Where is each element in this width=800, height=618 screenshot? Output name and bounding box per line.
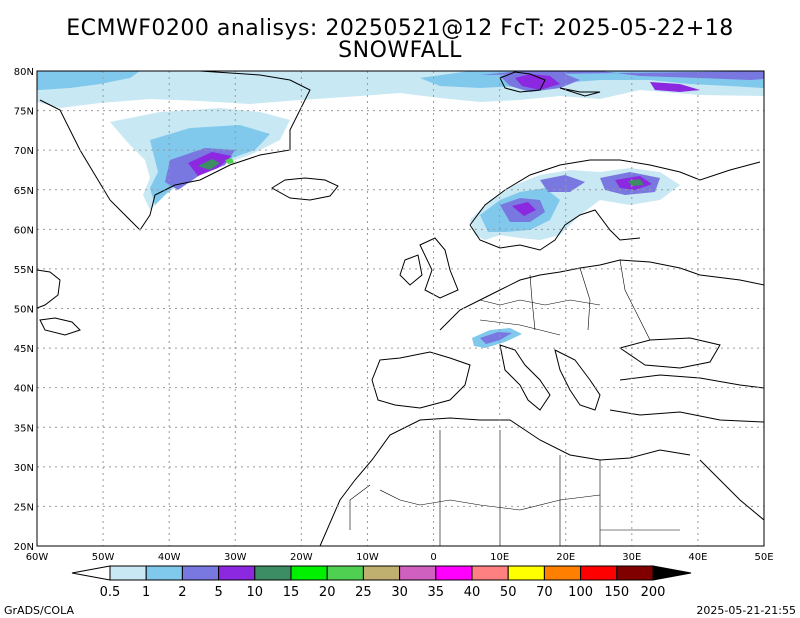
colorbar-label: 30 bbox=[391, 585, 408, 600]
lon-tick-label: 40E bbox=[688, 552, 707, 563]
grid-lines bbox=[37, 71, 764, 546]
colorbar-label: 35 bbox=[428, 585, 445, 600]
colorbar-swatch bbox=[145, 565, 183, 581]
colorbar-label: 70 bbox=[536, 585, 553, 600]
lon-tick-label: 50E bbox=[754, 552, 773, 563]
lon-tick-label: 30W bbox=[224, 552, 247, 563]
lat-tick-label: 80N bbox=[14, 67, 34, 78]
colorbar-swatch bbox=[471, 565, 509, 581]
country-borders bbox=[349, 259, 680, 546]
lon-tick-label: 20E bbox=[556, 552, 575, 563]
colorbar-label: 25 bbox=[355, 585, 372, 600]
colorbar-swatch bbox=[399, 565, 437, 581]
colorbar-label: 5 bbox=[214, 585, 222, 600]
colorbar-swatch bbox=[435, 565, 473, 581]
lat-tick-label: 60N bbox=[14, 225, 34, 236]
latitude-labels: 80N 75N 70N 65N 60N 55N 50N 45N 40N 35N 30N 25N 20N bbox=[14, 67, 34, 553]
longitude-labels: 60W 50W 40W 30W 20W 10W 0 10E 20E 30E 40E 50E bbox=[26, 552, 774, 563]
lat-tick-label: 75N bbox=[14, 107, 34, 118]
lon-tick-label: 10W bbox=[356, 552, 379, 563]
colorbar-over-arrow bbox=[652, 565, 692, 581]
colorbar-swatch bbox=[254, 565, 292, 581]
lat-tick-label: 35N bbox=[14, 423, 34, 434]
colorbar-label: 100 bbox=[568, 585, 593, 600]
lon-tick-label: 30E bbox=[622, 552, 641, 563]
lat-tick-label: 45N bbox=[14, 344, 34, 355]
colorbar: 0.5 1 2 5 10 15 20 25 30 35 40 50 70 100 150 200 bbox=[71, 565, 692, 600]
colorbar-swatch bbox=[326, 565, 364, 581]
colorbar-swatch bbox=[507, 565, 545, 581]
lat-tick-label: 50N bbox=[14, 305, 34, 316]
lat-tick-label: 40N bbox=[14, 384, 34, 395]
colorbar-label: 150 bbox=[604, 585, 629, 600]
colorbar-label: 40 bbox=[464, 585, 481, 600]
colorbar-label: 1 bbox=[142, 585, 150, 600]
map-frame bbox=[36, 70, 765, 547]
map-title: ECMWF0200 analisys: 20250521@12 FcT: 202… bbox=[66, 16, 734, 41]
map-subtitle: SNOWFALL bbox=[338, 38, 462, 63]
footer-credit: GrADS/COLA bbox=[4, 604, 74, 617]
colorbar-under-arrow bbox=[71, 565, 111, 581]
lon-tick-label: 40W bbox=[158, 552, 181, 563]
colorbar-swatch bbox=[580, 565, 618, 581]
colorbar-swatch bbox=[616, 565, 654, 581]
colorbar-swatch bbox=[181, 565, 220, 581]
colorbar-label: 10 bbox=[247, 585, 264, 600]
colorbar-label: 0.5 bbox=[100, 585, 121, 600]
colorbar-label: 20 bbox=[319, 585, 336, 600]
snowfall-shading bbox=[37, 71, 764, 348]
footer-timestamp: 2025-05-21-21:55 bbox=[696, 604, 796, 617]
lon-tick-label: 60W bbox=[26, 552, 49, 563]
colorbar-label: 15 bbox=[283, 585, 300, 600]
lat-tick-label: 30N bbox=[14, 463, 34, 474]
lon-tick-label: 20W bbox=[290, 552, 313, 563]
lon-tick-label: 50W bbox=[92, 552, 115, 563]
colorbar-swatch bbox=[543, 565, 582, 581]
colorbar-label: 2 bbox=[178, 585, 186, 600]
lat-tick-label: 25N bbox=[14, 502, 34, 513]
colorbar-label: 50 bbox=[500, 585, 517, 600]
lat-tick-label: 55N bbox=[14, 265, 34, 276]
colorbar-swatch bbox=[290, 565, 328, 581]
lat-tick-label: 65N bbox=[14, 186, 34, 197]
colorbar-swatch bbox=[218, 565, 256, 581]
lat-tick-label: 20N bbox=[14, 542, 34, 553]
colorbar-label: 200 bbox=[641, 585, 666, 600]
lat-tick-label: 70N bbox=[14, 146, 34, 157]
lon-tick-label: 10E bbox=[490, 552, 509, 563]
colorbar-swatch bbox=[109, 565, 147, 581]
colorbar-swatch bbox=[362, 565, 401, 581]
lon-tick-label: 0 bbox=[430, 552, 436, 563]
